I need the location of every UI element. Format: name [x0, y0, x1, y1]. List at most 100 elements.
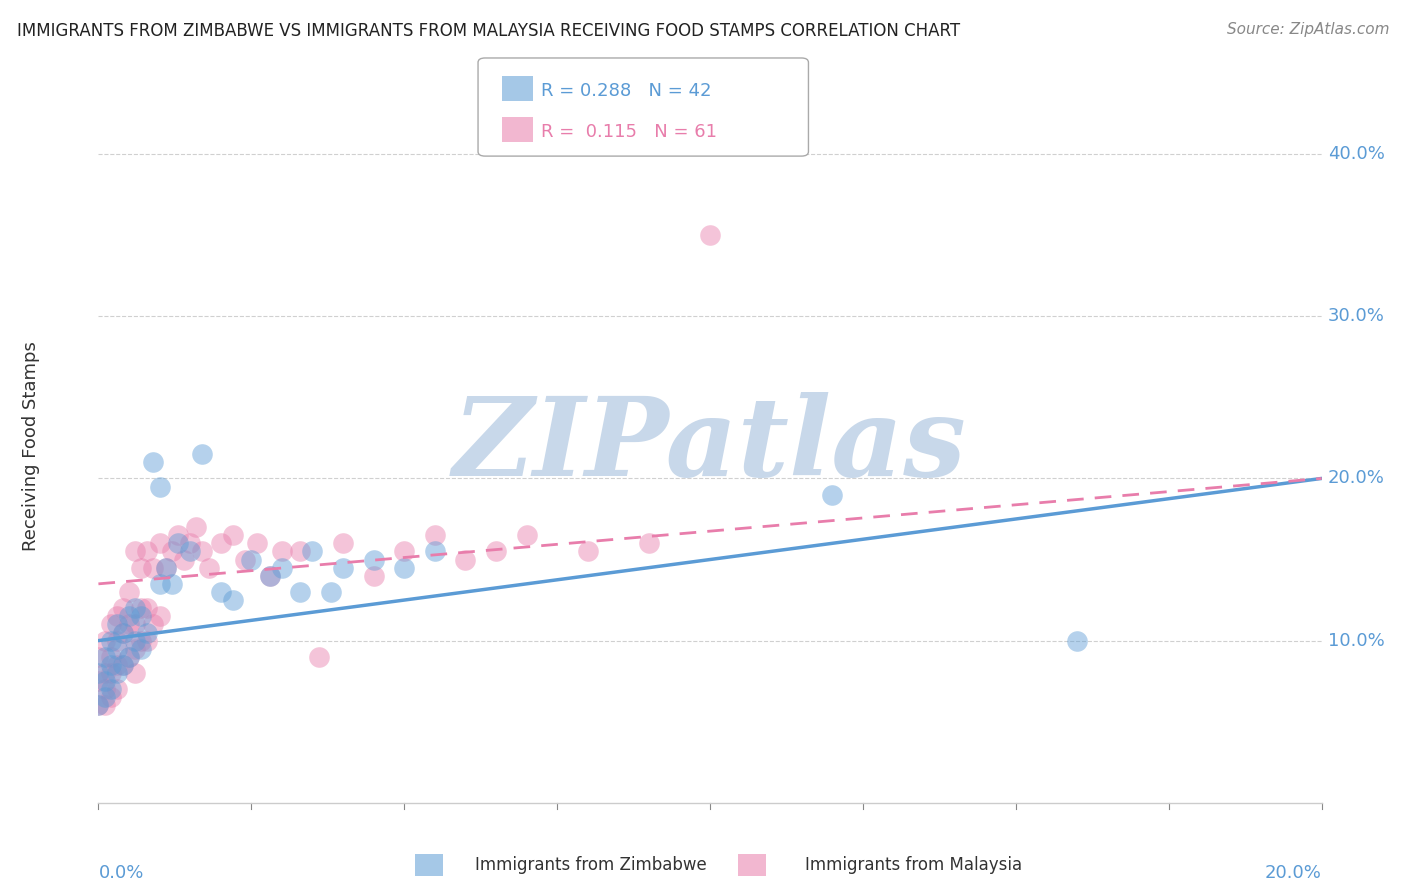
- Point: [290, 585, 312, 599]
- Point: [222, 528, 245, 542]
- Text: 40.0%: 40.0%: [1327, 145, 1385, 163]
- Point: [136, 601, 159, 615]
- Point: [270, 560, 292, 574]
- Text: Receiving Food Stamps: Receiving Food Stamps: [22, 341, 41, 551]
- Point: [124, 666, 146, 681]
- Point: [93, 674, 115, 689]
- Point: [87, 698, 110, 713]
- Point: [308, 649, 330, 664]
- Point: [136, 633, 159, 648]
- Point: [821, 488, 844, 502]
- Point: [136, 544, 159, 558]
- Point: [1066, 633, 1088, 648]
- Point: [100, 657, 122, 672]
- Point: [149, 536, 172, 550]
- Point: [100, 617, 122, 632]
- Point: [191, 447, 214, 461]
- Point: [363, 552, 385, 566]
- Point: [87, 649, 110, 664]
- Point: [160, 577, 183, 591]
- Point: [392, 560, 416, 574]
- Text: 10.0%: 10.0%: [1327, 632, 1385, 649]
- Point: [100, 666, 122, 681]
- Text: 30.0%: 30.0%: [1327, 307, 1385, 326]
- Point: [105, 633, 128, 648]
- Point: [209, 585, 232, 599]
- Point: [124, 601, 146, 615]
- Point: [124, 544, 146, 558]
- Point: [246, 536, 269, 550]
- Point: [290, 544, 312, 558]
- Point: [129, 601, 152, 615]
- Text: Immigrants from Malaysia: Immigrants from Malaysia: [806, 856, 1022, 874]
- Point: [118, 649, 141, 664]
- Point: [93, 649, 115, 664]
- Point: [93, 666, 115, 681]
- Point: [105, 641, 128, 656]
- Point: [105, 682, 128, 697]
- Point: [129, 633, 152, 648]
- Point: [111, 625, 134, 640]
- Point: [118, 585, 141, 599]
- Point: [259, 568, 281, 582]
- Point: [186, 520, 208, 534]
- Text: 0.0%: 0.0%: [98, 864, 143, 882]
- Point: [100, 649, 122, 664]
- Point: [118, 609, 141, 624]
- Text: Source: ZipAtlas.com: Source: ZipAtlas.com: [1226, 22, 1389, 37]
- Point: [142, 617, 165, 632]
- Point: [111, 657, 134, 672]
- Point: [179, 536, 201, 550]
- Point: [423, 544, 446, 558]
- Point: [100, 690, 122, 705]
- Point: [233, 552, 256, 566]
- Text: ZIPatlas: ZIPatlas: [453, 392, 967, 500]
- Point: [111, 625, 134, 640]
- Point: [332, 536, 354, 550]
- Point: [485, 544, 508, 558]
- Point: [363, 568, 385, 582]
- Point: [240, 552, 263, 566]
- Point: [179, 544, 201, 558]
- Point: [516, 528, 538, 542]
- Point: [149, 479, 172, 493]
- Point: [93, 682, 115, 697]
- Point: [259, 568, 281, 582]
- Point: [111, 657, 134, 672]
- Point: [105, 657, 128, 672]
- Point: [149, 609, 172, 624]
- Text: R =  0.115   N = 61: R = 0.115 N = 61: [541, 123, 717, 141]
- Point: [222, 593, 245, 607]
- Point: [93, 698, 115, 713]
- Point: [118, 649, 141, 664]
- Point: [93, 633, 115, 648]
- Point: [100, 633, 122, 648]
- Point: [129, 609, 152, 624]
- Point: [173, 552, 195, 566]
- Text: R = 0.288   N = 42: R = 0.288 N = 42: [541, 82, 711, 100]
- Point: [637, 536, 661, 550]
- Point: [87, 666, 110, 681]
- Point: [167, 528, 190, 542]
- Point: [576, 544, 599, 558]
- Point: [105, 666, 128, 681]
- Point: [301, 544, 323, 558]
- Point: [454, 552, 477, 566]
- Point: [332, 560, 354, 574]
- Point: [191, 544, 214, 558]
- Point: [124, 633, 146, 648]
- Point: [155, 560, 177, 574]
- Point: [142, 560, 165, 574]
- Text: 20.0%: 20.0%: [1265, 864, 1322, 882]
- Point: [197, 560, 219, 574]
- Point: [423, 528, 446, 542]
- Point: [270, 544, 292, 558]
- Point: [149, 577, 172, 591]
- Point: [111, 601, 134, 615]
- Point: [87, 674, 110, 689]
- Point: [105, 609, 128, 624]
- Text: Immigrants from Zimbabwe: Immigrants from Zimbabwe: [475, 856, 706, 874]
- Point: [136, 625, 159, 640]
- Point: [319, 585, 342, 599]
- Point: [155, 560, 177, 574]
